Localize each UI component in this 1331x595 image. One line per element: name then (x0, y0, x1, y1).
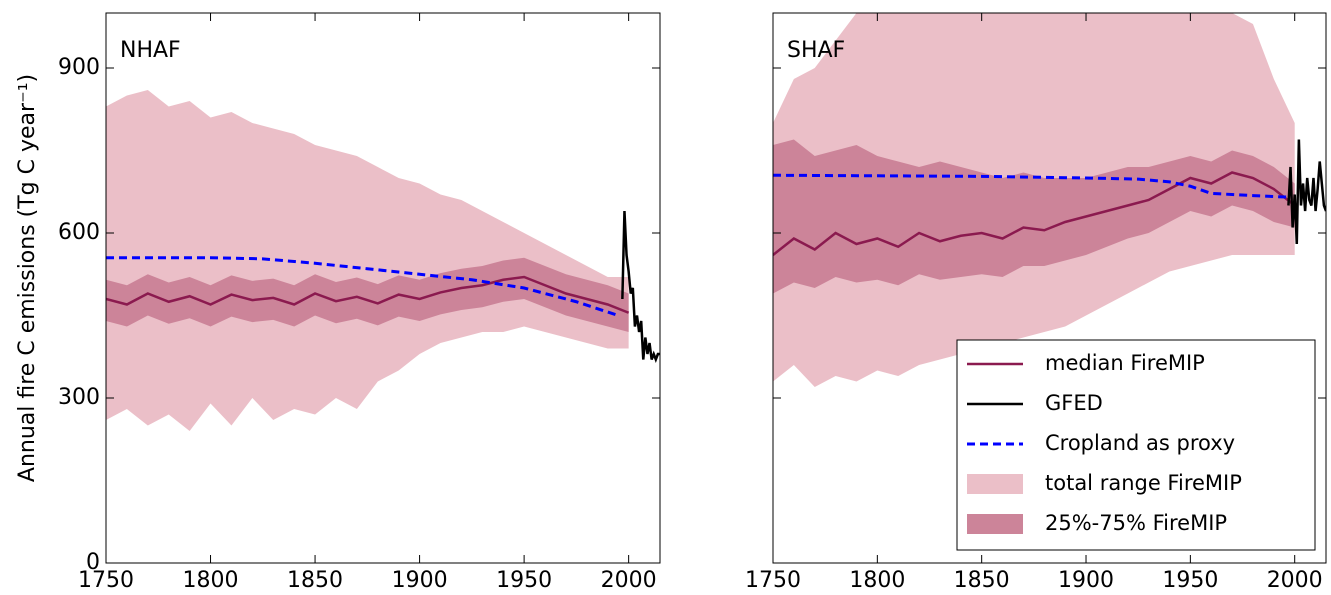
axes-frame (772, 12, 1327, 564)
data-line (773, 171, 1296, 256)
x-tick-label: 1850 (287, 568, 343, 593)
data-line (1287, 139, 1326, 245)
x-tick-label: 2000 (601, 568, 657, 593)
y-axis-label: Annual fire C emissions (Tg C year⁻¹) (15, 74, 40, 482)
data-line (106, 275, 630, 314)
y-tick-label: 600 (58, 220, 100, 245)
legend-label: median FireMIP (1045, 351, 1205, 375)
x-tick-label: 1800 (849, 568, 905, 593)
y-tick-label: 900 (58, 55, 100, 80)
range-band (106, 257, 629, 332)
dashed-line (773, 173, 1291, 199)
x-tick-label: 2000 (1267, 568, 1323, 593)
x-tick-label: 1900 (392, 568, 448, 593)
plot-area (773, 13, 1326, 387)
legend-swatch (967, 474, 1023, 494)
legend-label: Cropland as proxy (1045, 431, 1235, 455)
x-tick-label: 1950 (1162, 568, 1218, 593)
y-tick-label: 0 (86, 550, 100, 575)
panel-label: SHAF (787, 38, 845, 63)
dashed-line (106, 256, 619, 317)
x-tick-label: 1950 (496, 568, 552, 593)
axes-frame (105, 12, 661, 564)
x-tick-label: 1750 (745, 568, 801, 593)
legend-label: 25%-75% FireMIP (1045, 511, 1227, 535)
x-tick-label: 1900 (1058, 568, 1114, 593)
plot-area (106, 90, 660, 431)
legend: median FireMIP GFED Cropland as proxy total… (956, 339, 1316, 551)
range-band (773, 139, 1295, 294)
data-line (621, 210, 660, 364)
panel-label: NHAF (120, 38, 181, 63)
legend-label: GFED (1045, 391, 1103, 415)
legend-swatch (967, 514, 1023, 534)
y-tick-label: 300 (58, 385, 100, 410)
x-tick-label: 1850 (954, 568, 1010, 593)
range-band (106, 90, 629, 431)
x-tick-label: 1750 (78, 568, 134, 593)
legend-label: total range FireMIP (1045, 471, 1242, 495)
x-tick-label: 1800 (183, 568, 239, 593)
